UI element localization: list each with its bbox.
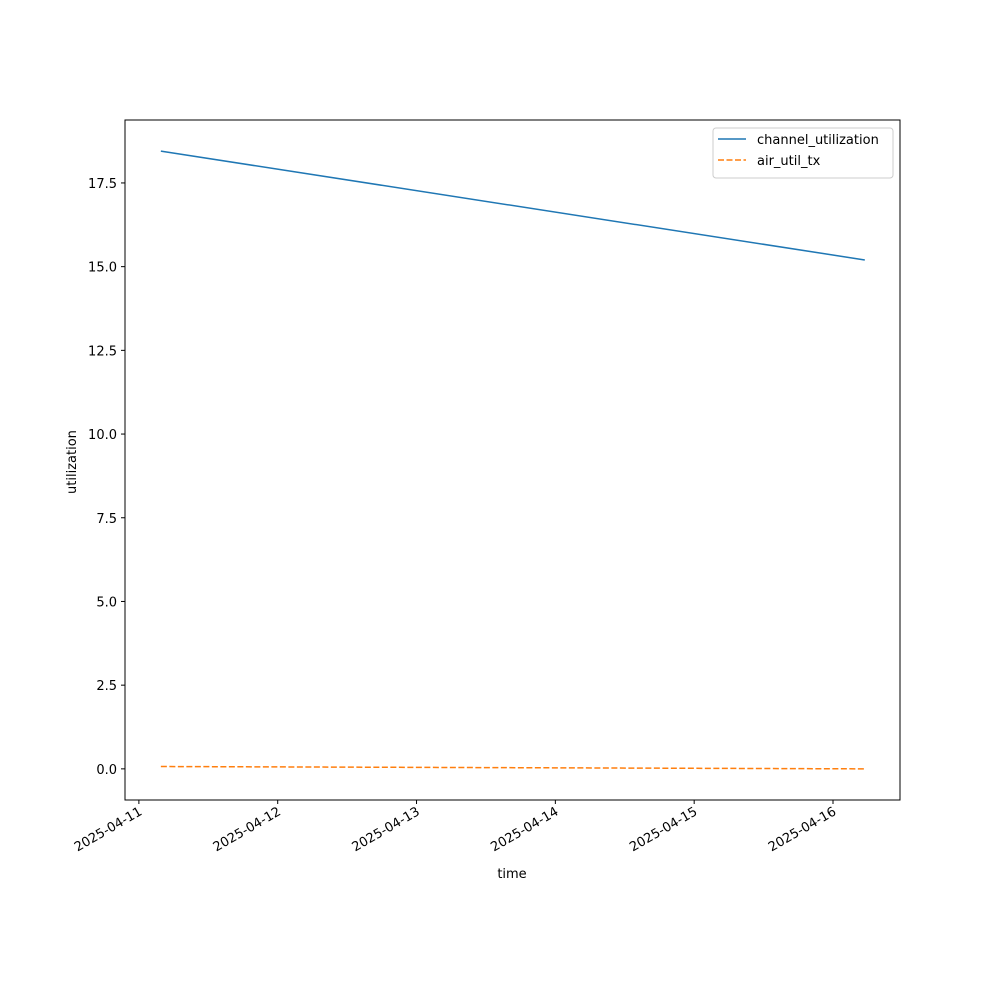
legend-label: channel_utilization (757, 133, 879, 148)
y-tick-label: 0.0 (96, 763, 117, 778)
y-tick-label: 17.5 (88, 177, 117, 192)
legend-box (712, 127, 894, 179)
y-tick-label: 5.0 (96, 595, 117, 610)
series-line (160, 150, 865, 261)
y-tick-label: 7.5 (96, 512, 117, 527)
legend-label: air_util_tx (757, 154, 821, 169)
series-line (160, 765, 865, 770)
y-tick-label: 2.5 (96, 679, 117, 694)
y-tick-label: 15.0 (88, 261, 117, 276)
x-axis-label: time (497, 867, 526, 882)
y-axis-label: utilization (65, 430, 80, 494)
y-tick-label: 12.5 (88, 344, 117, 359)
plot-frame (124, 119, 901, 801)
y-tick-label: 10.0 (88, 428, 117, 443)
